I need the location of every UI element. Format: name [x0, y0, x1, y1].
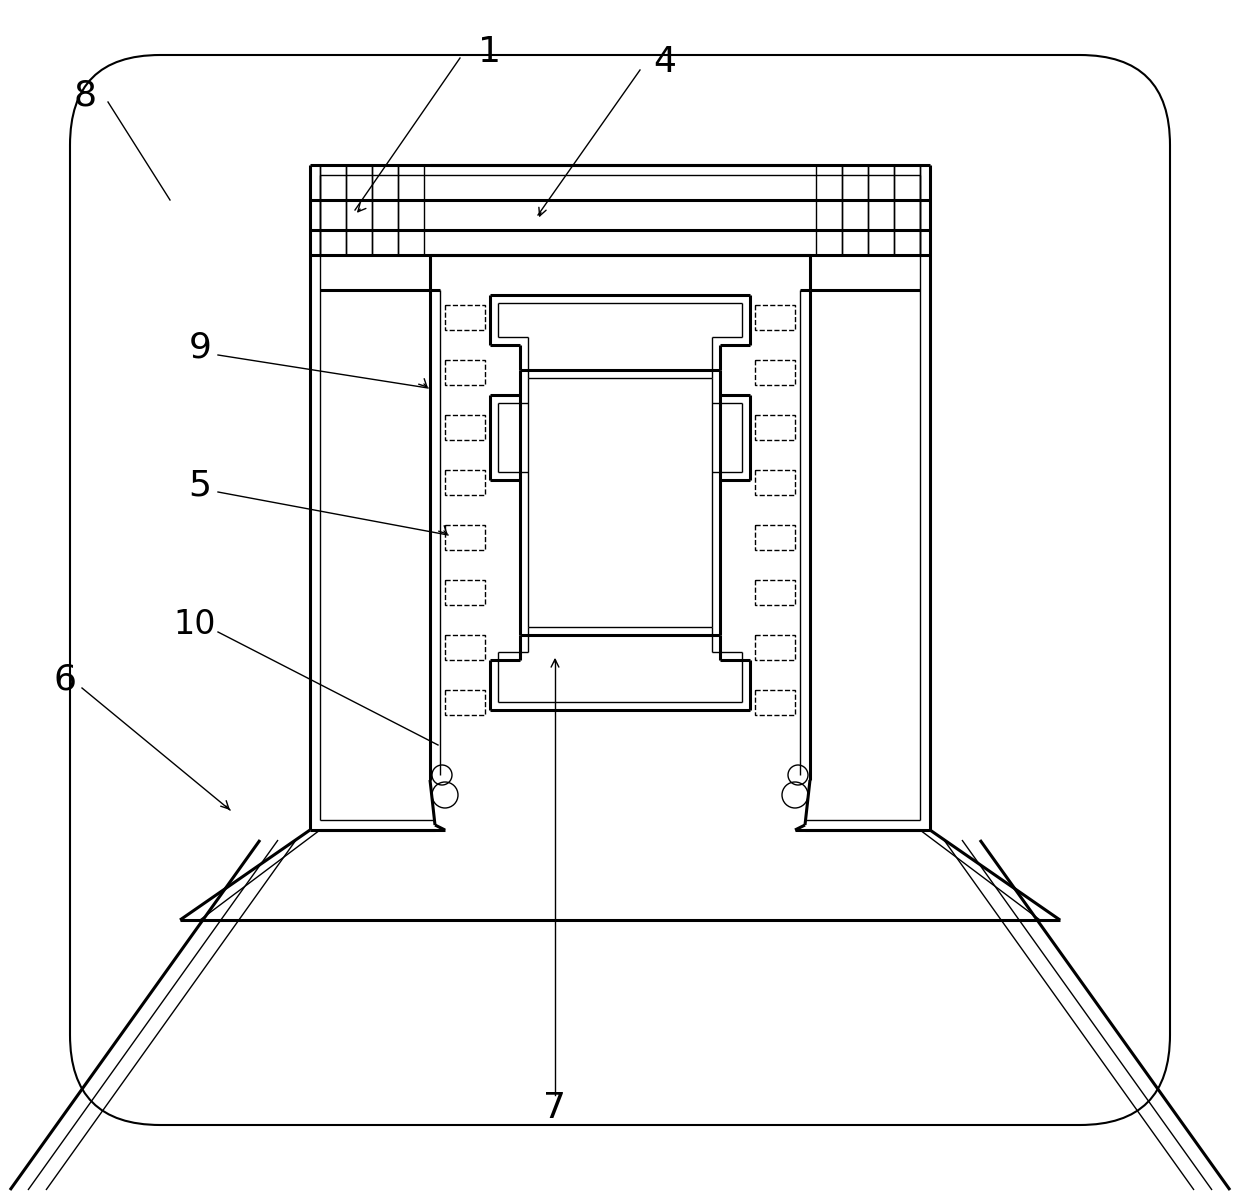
Bar: [755, 305, 795, 330]
Bar: [445, 305, 485, 330]
Bar: [755, 581, 795, 604]
Bar: [755, 634, 795, 660]
Bar: [445, 415, 485, 440]
Text: 4: 4: [653, 45, 677, 79]
Bar: [445, 470, 485, 496]
Bar: [445, 689, 485, 715]
Bar: [755, 689, 795, 715]
Text: 10: 10: [174, 608, 216, 642]
Bar: [445, 525, 485, 549]
Text: 8: 8: [73, 78, 97, 113]
Bar: [445, 360, 485, 385]
Text: 7: 7: [543, 1090, 567, 1125]
Bar: [755, 360, 795, 385]
Text: 6: 6: [53, 663, 77, 697]
Bar: [445, 634, 485, 660]
Bar: [755, 415, 795, 440]
Bar: [755, 525, 795, 549]
Text: 9: 9: [188, 332, 212, 365]
Bar: [755, 470, 795, 496]
Bar: [445, 581, 485, 604]
Text: 5: 5: [188, 468, 212, 502]
Text: 1: 1: [479, 35, 501, 69]
